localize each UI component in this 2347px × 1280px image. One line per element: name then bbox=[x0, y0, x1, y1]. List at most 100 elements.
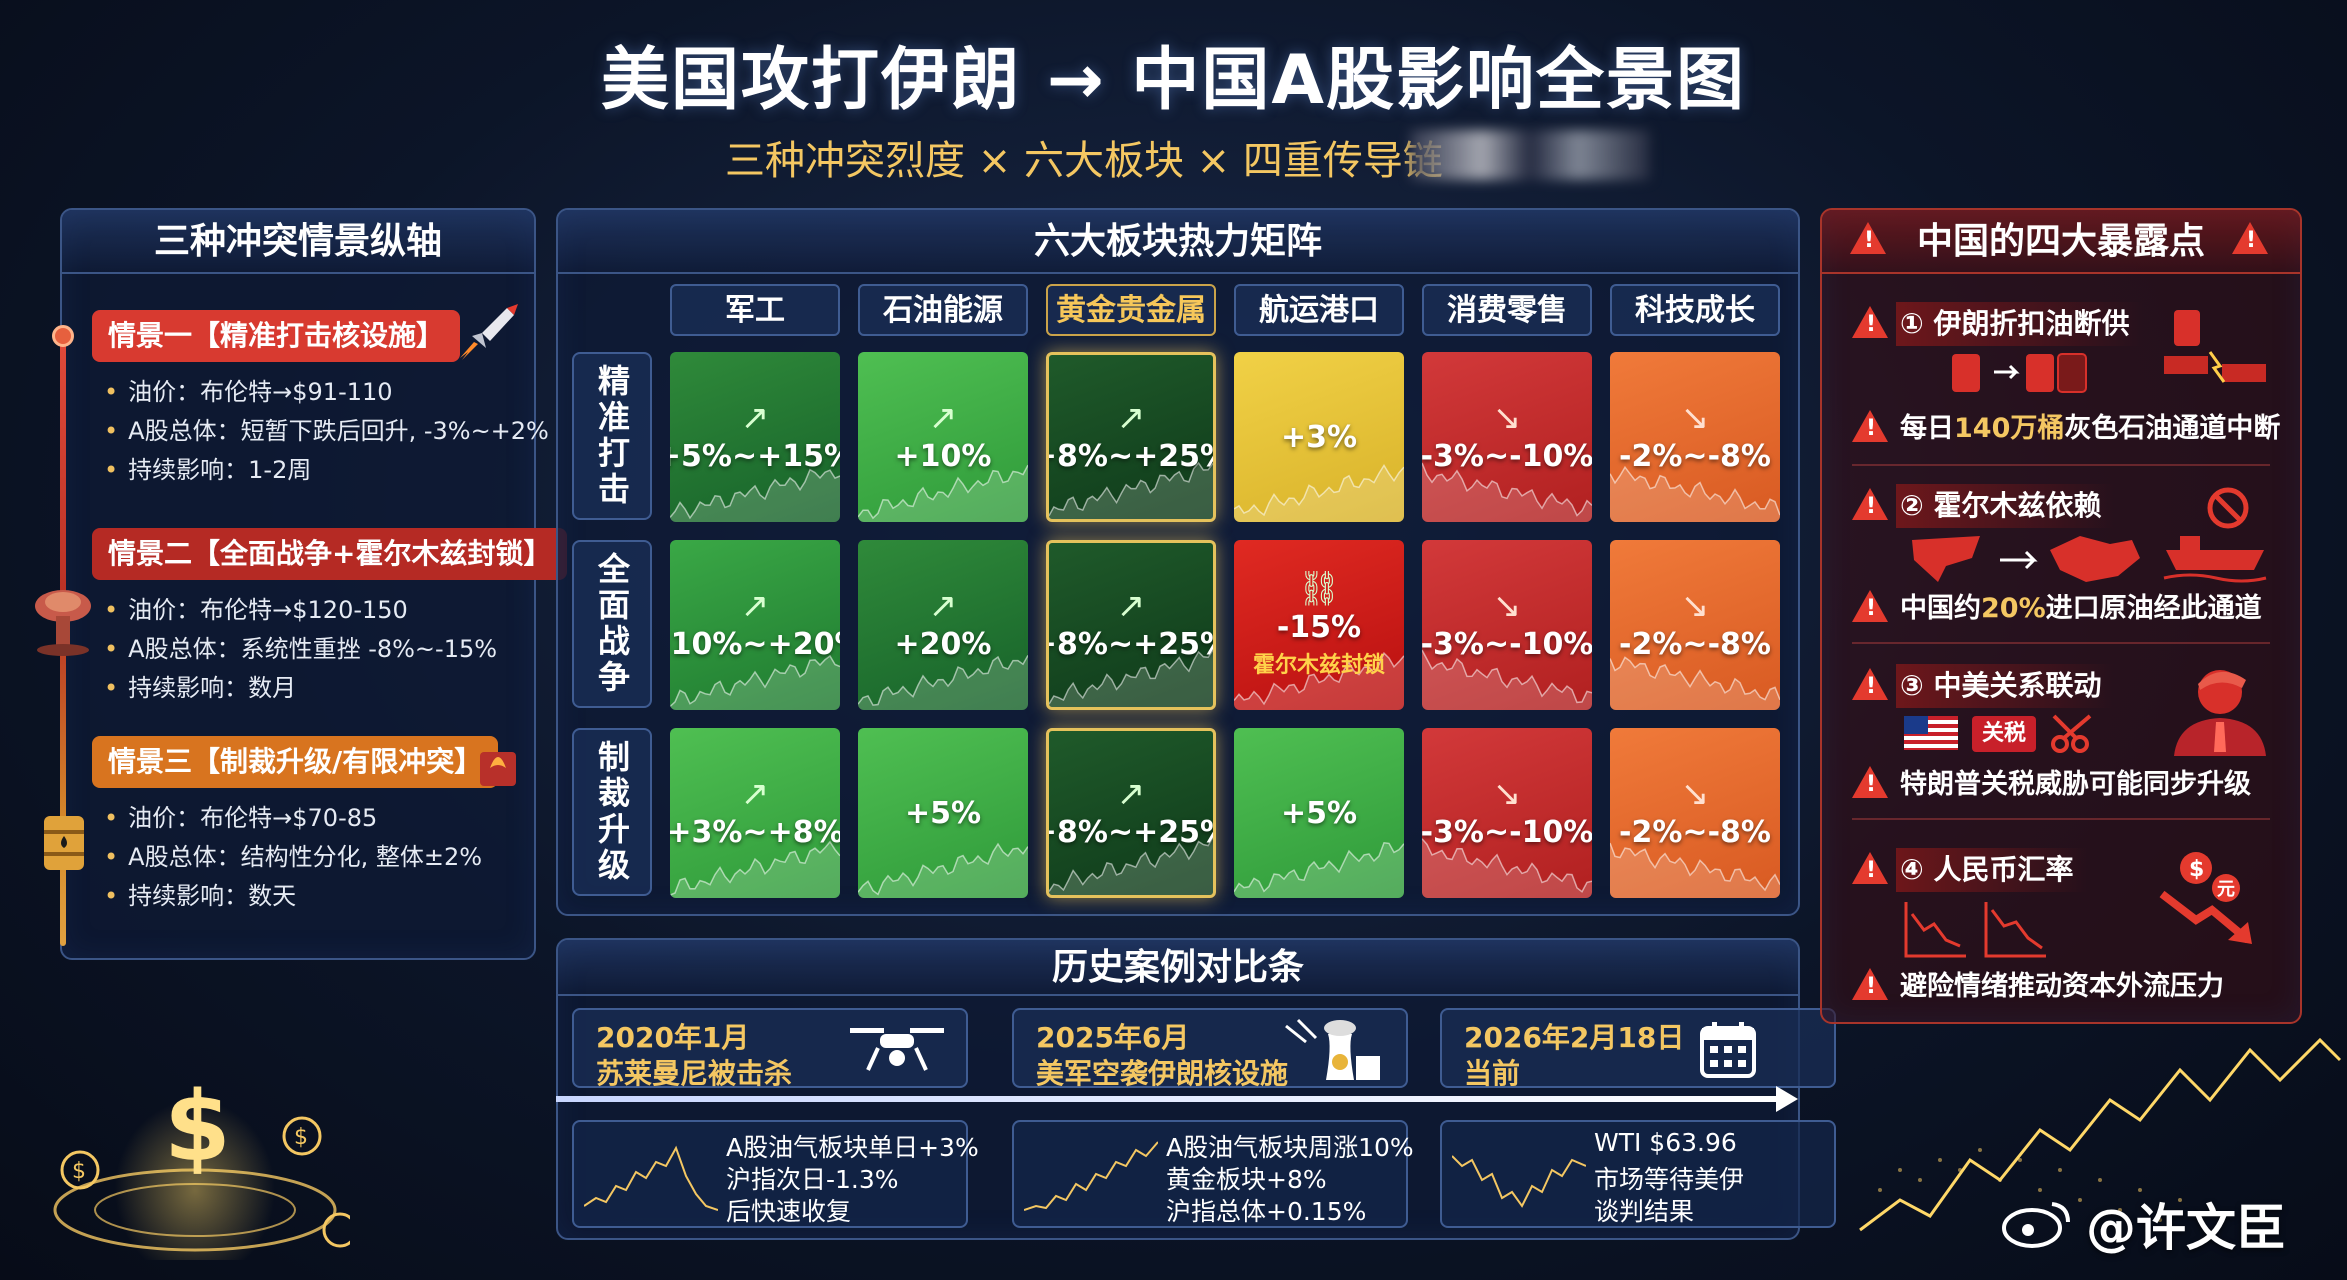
sparkline-decoration bbox=[1234, 651, 1404, 710]
sparkline-decoration bbox=[1610, 842, 1780, 898]
heatmap-cell: ↗ +10% bbox=[858, 352, 1028, 522]
sparkline-area bbox=[1234, 465, 1404, 522]
sparkline-area bbox=[670, 469, 840, 522]
scenario-3-line: A股总体：结构性分化, 整体±2% bbox=[104, 837, 482, 872]
oil-barrel-icon bbox=[44, 816, 84, 870]
heatmap-cell: ↗ +3%~+8% bbox=[670, 728, 840, 898]
history-event: 美军空袭伊朗核设施 bbox=[1036, 1057, 1289, 1090]
history-detail-line: 沪指总体+0.15% bbox=[1166, 1197, 1367, 1226]
exposure-panel-title: 中国的四大暴露点 bbox=[1822, 210, 2300, 274]
calendar-icon bbox=[1700, 1022, 1756, 1078]
warning-icon bbox=[1850, 222, 1886, 254]
arrow-up-icon: ↗ bbox=[1116, 397, 1146, 438]
arrow-down-icon: ↘ bbox=[1680, 585, 1710, 626]
history-arrow-head bbox=[1776, 1086, 1798, 1112]
heatmap-cell: ↗+10%~+20% bbox=[670, 540, 840, 710]
heatmap-row-label: 全面战争 bbox=[593, 552, 631, 696]
heatmap-cell: ↘ -3%~-10% bbox=[1422, 352, 1592, 522]
sparkline-line bbox=[1610, 465, 1780, 516]
arrow-down-icon: ↘ bbox=[1680, 397, 1710, 438]
heatmap-cell: ↗+8%~+25% bbox=[1046, 540, 1216, 710]
sparkline-area bbox=[1422, 650, 1592, 710]
sparkline-decoration bbox=[670, 654, 840, 710]
history-date: 2020年1月 bbox=[596, 1021, 750, 1054]
heatmap-cell-value: -2%~-8% bbox=[1619, 438, 1771, 474]
heatmap-cell-value: -3%~-10% bbox=[1422, 438, 1592, 474]
mini-line-chart bbox=[1452, 1155, 1586, 1208]
heatmap-cell: +5% bbox=[858, 728, 1028, 898]
warning-icon bbox=[1852, 766, 1888, 798]
scenario-1-badge: 情景一【精准打击核设施】 bbox=[92, 310, 461, 362]
heatmap-cell: ↘ -2%~-8% bbox=[1610, 352, 1780, 522]
arrow-up-icon: ↗ bbox=[1116, 585, 1146, 626]
sparkline-decoration bbox=[670, 468, 840, 522]
blurred-watermark bbox=[1410, 130, 1650, 180]
history-event: 苏莱曼尼被击杀 bbox=[596, 1057, 793, 1090]
warning-icon bbox=[1852, 668, 1888, 700]
mini-line-chart bbox=[584, 1145, 718, 1211]
sparkline-area bbox=[1610, 467, 1780, 522]
sparkline-line bbox=[1610, 842, 1780, 892]
heatmap-cell-note: 霍尔木兹封锁 bbox=[1252, 652, 1385, 678]
warning-icon bbox=[2232, 222, 2268, 254]
history-timeline-arrow bbox=[556, 1096, 1780, 1102]
sparkline-area bbox=[1610, 657, 1780, 710]
sparkline-line bbox=[1049, 649, 1213, 705]
arrow-up-icon: ↗ bbox=[740, 773, 770, 814]
heatmap-cell-value: -2%~-8% bbox=[1619, 626, 1771, 662]
heatmap-cell: ↘ -2%~-8% bbox=[1610, 540, 1780, 710]
heatmap-cell-value: +5%~+15% bbox=[670, 438, 840, 474]
sparkline-line bbox=[1422, 462, 1592, 517]
sparkline-area bbox=[670, 841, 840, 898]
sparkline-area bbox=[1234, 653, 1404, 710]
heatmap-cell: ↗+8%~+25% bbox=[1046, 728, 1216, 898]
heatmap-row-header: 全面战争 bbox=[572, 540, 652, 708]
sparkline-decoration bbox=[1234, 463, 1404, 522]
heatmap-cell: +5% bbox=[1234, 728, 1404, 898]
sparkline-area bbox=[1049, 463, 1213, 519]
history-date: 2025年6月 bbox=[1036, 1021, 1190, 1054]
sparkline-line bbox=[1049, 461, 1213, 517]
scenario-2-line: 持续影响：数月 bbox=[104, 668, 296, 703]
heatmap-column-header: 航运港口 bbox=[1234, 284, 1404, 336]
history-detail-line: A股油气板块单日+3% bbox=[726, 1133, 979, 1162]
sparkline-decoration bbox=[858, 464, 1028, 522]
warning-icon bbox=[1852, 306, 1888, 338]
mini-line-chart bbox=[1024, 1141, 1158, 1211]
sparkline-line bbox=[1422, 649, 1592, 704]
warning-icon bbox=[1852, 968, 1888, 1000]
divider bbox=[1852, 642, 2270, 644]
heatmap-cell-value: +5% bbox=[1280, 795, 1358, 831]
heatmap-row-label: 精准打击 bbox=[593, 364, 631, 508]
sparkline-line bbox=[858, 842, 1028, 896]
sparkline-line bbox=[670, 840, 840, 896]
arrow-down-icon: ↘ bbox=[1492, 585, 1522, 626]
falling-chart-icon bbox=[1904, 902, 2046, 958]
sparkline-decoration bbox=[670, 840, 840, 898]
sparkline-line bbox=[1422, 838, 1592, 893]
heatmap-cell: +3% bbox=[1234, 352, 1404, 522]
person-icon bbox=[2174, 670, 2266, 756]
arrow-up-icon: ↗ bbox=[740, 585, 770, 626]
exposure-point-text: 中国约20%进口原油经此通道 bbox=[1900, 593, 2262, 624]
sparkline-area bbox=[858, 844, 1028, 898]
sparkline-area bbox=[858, 465, 1028, 522]
tariff-tag: 关税 bbox=[1972, 716, 2037, 752]
watermark: @许文臣 bbox=[2086, 1199, 2286, 1257]
arrow-up-icon: ↗ bbox=[740, 397, 770, 438]
sparkline-area bbox=[1234, 842, 1404, 898]
history-detail-line: A股油气板块周涨10% bbox=[1166, 1133, 1414, 1162]
scenario-2-line: 油价：布伦特→$120-150 bbox=[104, 590, 408, 625]
exposure-point-title: ② 霍尔木兹依赖 bbox=[1896, 484, 2116, 528]
currency-down-icon: $ 元 bbox=[2159, 852, 2252, 944]
sparkline-line bbox=[670, 468, 840, 520]
sparkline-decoration bbox=[1422, 462, 1592, 522]
world-map-decoration bbox=[1859, 1037, 2342, 1232]
exposure-point-text: 避险情绪推动资本外流压力 bbox=[1900, 971, 2224, 1002]
heatmap-cell-value: -15% bbox=[1276, 609, 1362, 645]
heatmap-column-header: 消费零售 bbox=[1422, 284, 1592, 336]
dollar-hologram-icon: $ $ $ bbox=[53, 1071, 350, 1260]
map-route-icon bbox=[1912, 536, 2140, 582]
arrow-down-icon: ↘ bbox=[1492, 397, 1522, 438]
sparkline-line bbox=[670, 654, 840, 708]
